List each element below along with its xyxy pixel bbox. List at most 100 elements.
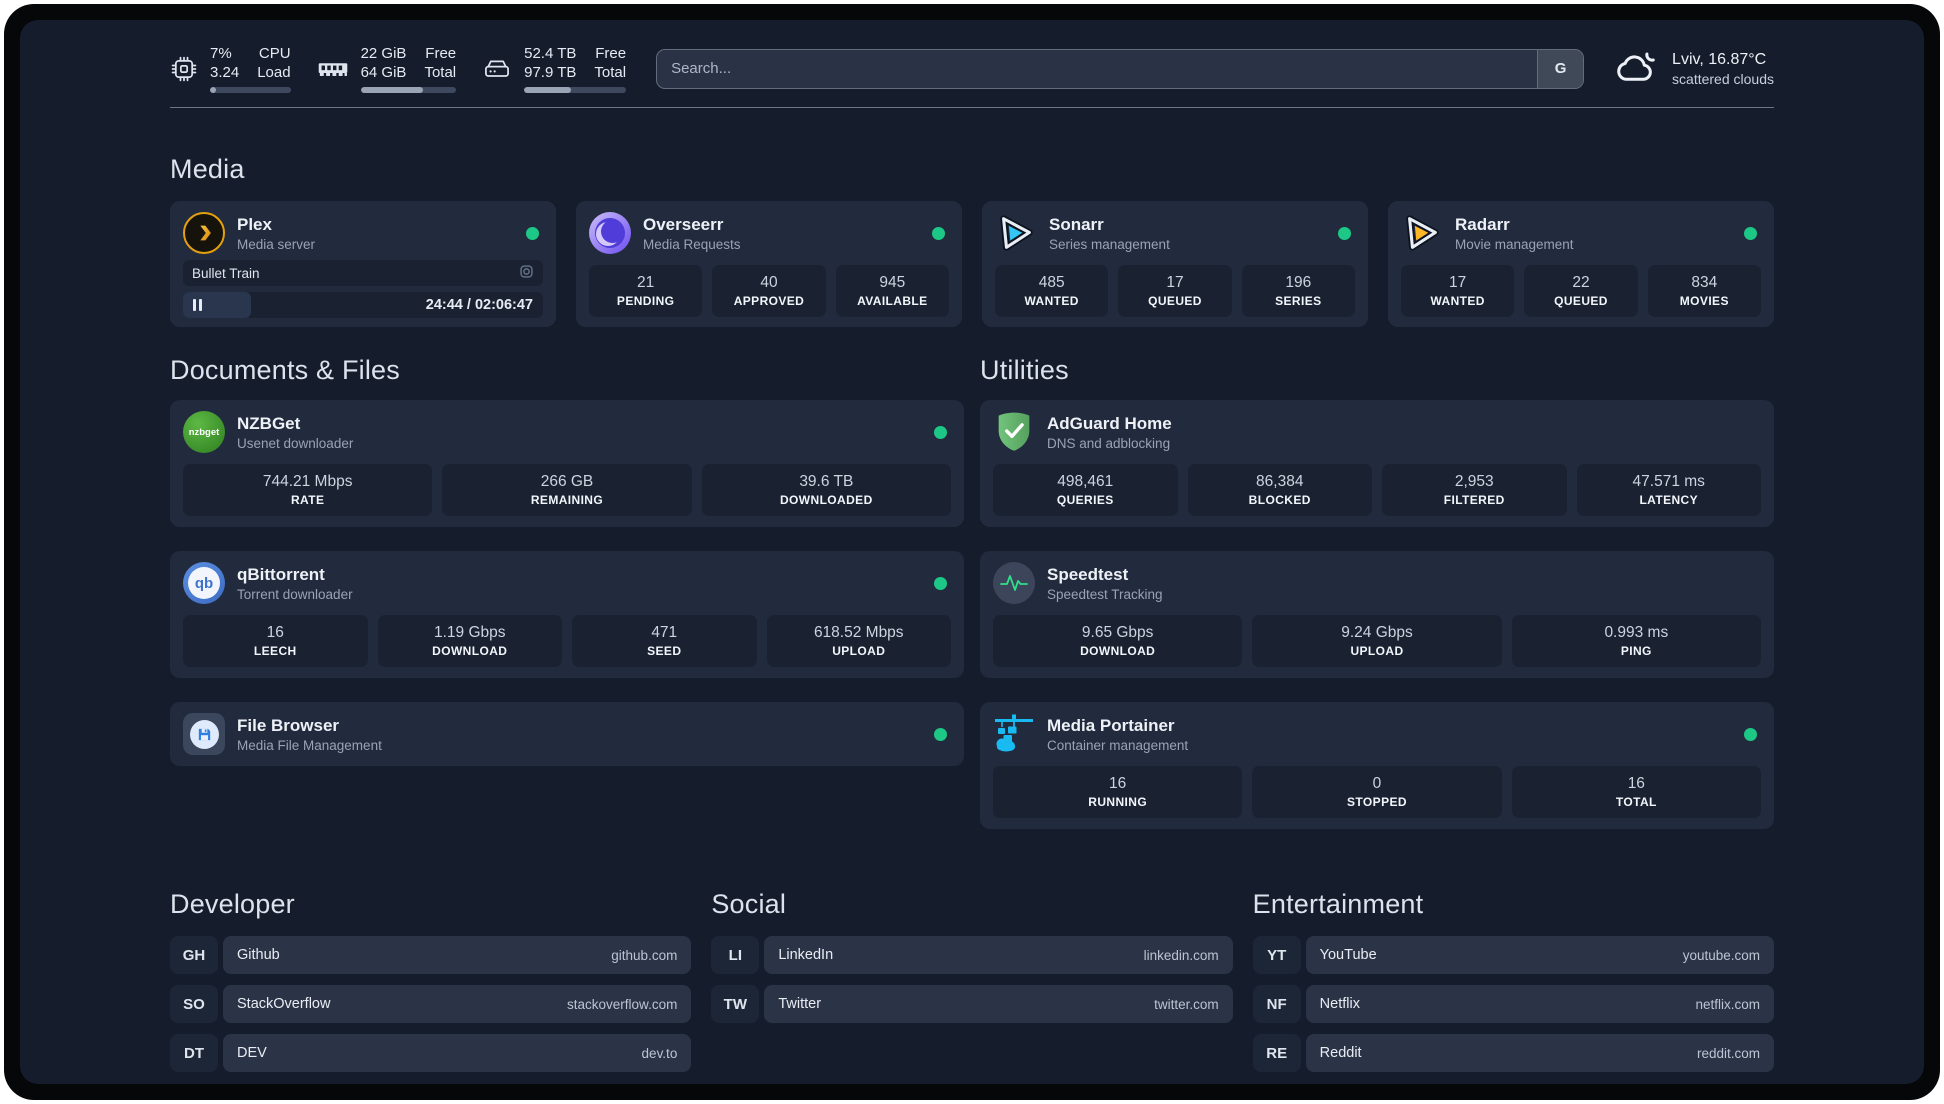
stat-tile: 498,461 QUERIES	[993, 464, 1178, 516]
link-reddit[interactable]: RE Reddit reddit.com	[1252, 1034, 1774, 1072]
stat-tile: 618.52 Mbps UPLOAD	[766, 615, 951, 667]
app-title: Media Portainer	[1047, 715, 1175, 735]
app-description: Movie management	[1455, 236, 1574, 252]
memory-total-value: 64 GiB	[360, 64, 407, 81]
app-description: Usenet downloader	[237, 435, 354, 451]
weather-condition: scattered clouds	[1672, 71, 1774, 87]
app-title: Sonarr	[1049, 214, 1104, 234]
app-title: NZBGet	[237, 413, 301, 433]
link-abbr: SO	[170, 985, 218, 1023]
link-name: Github	[237, 947, 280, 963]
link-linkedin[interactable]: LI LinkedIn linkedin.com	[711, 936, 1233, 974]
stat-tile: 47.571 ms LATENCY	[1576, 464, 1761, 516]
link-abbr: RE	[1252, 1034, 1301, 1072]
stat-tile: 17 WANTED	[1401, 265, 1515, 317]
pause-icon[interactable]	[193, 299, 202, 311]
documents-section: nzbget NZBGet Usenet downloader 744.21 M…	[170, 400, 964, 766]
nzbget-card[interactable]: nzbget NZBGet Usenet downloader 744.21 M…	[170, 400, 964, 527]
disk-free-value: 52.4 TB	[524, 45, 577, 62]
link-abbr: TW	[711, 985, 760, 1023]
adguard-icon	[993, 411, 1035, 453]
link-url: reddit.com	[1696, 1045, 1760, 1061]
app-description: Container management	[1047, 737, 1189, 753]
memory-stat: 22 GiB Free 64 GiB Total	[317, 44, 457, 93]
section-title-media: Media	[170, 154, 245, 184]
search-bar: G	[656, 48, 1585, 89]
qbittorrent-icon: qb	[183, 562, 225, 604]
overseerr-card[interactable]: Overseerr Media Requests 21 PENDING 40 A…	[576, 201, 962, 327]
utilities-section: AdGuard Home DNS and adblocking 498,461 …	[980, 400, 1774, 829]
cpu-progress-bar	[210, 87, 291, 93]
stat-tile: 0.993 ms PING	[1511, 615, 1761, 667]
stat-tile: 196 SERIES	[1241, 265, 1355, 317]
link-name: DEV	[237, 1045, 267, 1061]
stat-tile: 9.65 Gbps DOWNLOAD	[993, 615, 1243, 667]
qbittorrent-card[interactable]: qb qBittorrent Torrent downloader 16 LEE…	[170, 551, 964, 678]
link-netflix[interactable]: NF Netflix netflix.com	[1252, 985, 1774, 1023]
link-youtube[interactable]: YT YouTube youtube.com	[1252, 936, 1774, 974]
playback-progress-bar[interactable]: 24:44 / 02:06:47	[183, 292, 543, 318]
link-dev[interactable]: DT DEV dev.to	[170, 1034, 692, 1072]
cpu-stat: 7% CPU 3.24 Load	[170, 44, 291, 93]
section-title-developer: Developer	[170, 889, 295, 919]
filebrowser-icon	[183, 713, 225, 755]
now-playing-title: Bullet Train	[192, 265, 260, 281]
disk-total-value: 97.9 TB	[524, 64, 577, 81]
stat-tile: 40 APPROVED	[712, 265, 826, 317]
stat-tile: 39.6 TB DOWNLOADED	[701, 464, 951, 516]
cpu-icon	[170, 55, 198, 83]
stat-tile: 16 RUNNING	[993, 766, 1243, 818]
stat-tile: 744.21 Mbps RATE	[183, 464, 433, 516]
stat-tile: 1.19 Gbps DOWNLOAD	[377, 615, 562, 667]
plex-card[interactable]: Plex Media server Bullet Train 24:4	[170, 201, 556, 327]
search-engine-button[interactable]: G	[1537, 49, 1584, 88]
social-section: Social LI LinkedIn linkedin.com TW Twitt…	[711, 889, 1233, 1083]
status-dot	[526, 226, 539, 240]
link-twitter[interactable]: TW Twitter twitter.com	[711, 985, 1233, 1023]
link-github[interactable]: GH Github github.com	[170, 936, 692, 974]
nzbget-icon: nzbget	[183, 411, 225, 453]
stat-tile: 485 WANTED	[995, 265, 1109, 317]
app-title: Overseerr	[643, 214, 724, 234]
radarr-card[interactable]: Radarr Movie management 17 WANTED 22 QUE…	[1388, 201, 1774, 327]
app-description: Media File Management	[237, 737, 382, 753]
app-description: Media Requests	[643, 236, 741, 252]
link-url: netflix.com	[1695, 996, 1760, 1012]
stat-tile: 16 LEECH	[183, 615, 368, 667]
system-stats: 7% CPU 3.24 Load	[170, 44, 627, 93]
search-input[interactable]	[657, 49, 1538, 88]
disk-stat: 52.4 TB Free 97.9 TB Total	[482, 44, 627, 93]
link-name: YouTube	[1319, 947, 1377, 963]
link-stackoverflow[interactable]: SO StackOverflow stackoverflow.com	[170, 985, 692, 1023]
link-url: dev.to	[641, 1045, 678, 1061]
disk-total-label: Total	[594, 64, 627, 81]
app-title: Speedtest	[1047, 564, 1129, 584]
section-title-utilities: Utilities	[980, 355, 1069, 385]
cpu-load-label: Load	[257, 64, 291, 81]
link-name: Reddit	[1319, 1045, 1362, 1061]
portainer-icon	[993, 713, 1035, 755]
disk-free-label: Free	[595, 45, 627, 62]
disk-progress-bar	[524, 87, 627, 93]
window-frame: 7% CPU 3.24 Load	[4, 4, 1940, 1100]
playback-time: 24:44 / 02:06:47	[425, 297, 533, 313]
stat-tile: 945 AVAILABLE	[835, 265, 949, 317]
app-title: Plex	[237, 214, 272, 234]
stat-tile: 86,384 BLOCKED	[1187, 464, 1372, 516]
link-name: LinkedIn	[778, 947, 834, 963]
status-dot	[934, 727, 947, 741]
speedtest-card[interactable]: Speedtest Speedtest Tracking 9.65 Gbps D…	[980, 551, 1774, 678]
link-name: StackOverflow	[237, 996, 331, 1012]
cpu-usage-value: 7%	[210, 45, 232, 62]
memory-free-value: 22 GiB	[360, 45, 407, 62]
app-title: qBittorrent	[237, 564, 325, 584]
link-abbr: LI	[711, 936, 760, 974]
filebrowser-card[interactable]: File Browser Media File Management	[170, 702, 964, 766]
overseerr-icon	[589, 212, 631, 254]
adguard-card[interactable]: AdGuard Home DNS and adblocking 498,461 …	[980, 400, 1774, 527]
link-abbr: DT	[170, 1034, 218, 1072]
portainer-card[interactable]: Media Portainer Container management 16 …	[980, 702, 1774, 829]
entertainment-section: Entertainment YT YouTube youtube.com NF …	[1252, 889, 1774, 1083]
sonarr-card[interactable]: Sonarr Series management 485 WANTED 17 Q…	[982, 201, 1368, 327]
cpu-usage-label: CPU	[258, 45, 291, 62]
